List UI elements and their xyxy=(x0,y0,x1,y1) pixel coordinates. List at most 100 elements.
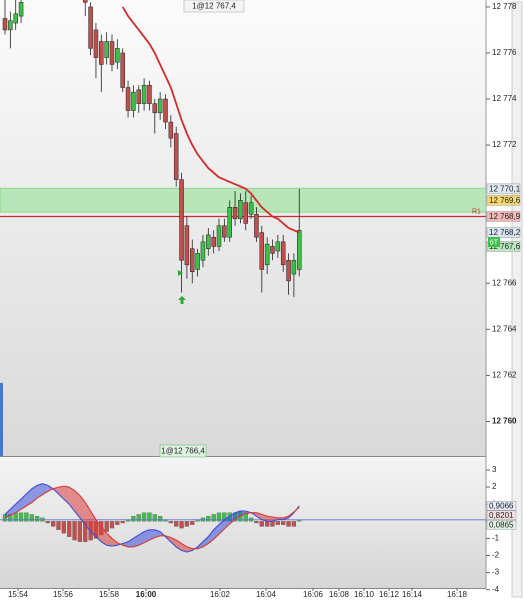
candle-body xyxy=(13,13,18,24)
candle-body xyxy=(163,98,168,123)
macd-fill xyxy=(74,490,80,518)
zone xyxy=(0,187,486,213)
y-tick-label: -2 xyxy=(492,551,500,560)
histogram-bar xyxy=(104,521,109,532)
histogram-bar xyxy=(51,521,56,527)
candle-body xyxy=(152,103,158,114)
x-tick-label: 16:12 xyxy=(379,590,400,599)
price-panel xyxy=(0,0,486,456)
histogram-bar xyxy=(254,521,259,524)
y-tick-label: 12 772 xyxy=(492,140,517,149)
candle-body xyxy=(115,48,120,63)
histogram-bar xyxy=(216,512,222,522)
side-strip xyxy=(511,1,523,598)
y-tick-label: 12 774 xyxy=(492,94,517,103)
order-label: 1@12 766,4 xyxy=(161,447,205,456)
candle-body xyxy=(141,84,147,104)
scroll-marker xyxy=(0,383,3,456)
candle-body xyxy=(125,87,131,111)
price-tag xyxy=(486,183,521,195)
candle-body xyxy=(83,0,88,3)
histogram-bar xyxy=(184,521,190,527)
candle-body xyxy=(93,29,99,58)
price-tag-label: 12 768,2 xyxy=(489,228,521,237)
histogram-bar xyxy=(291,521,297,527)
macd-fill xyxy=(267,516,273,522)
x-tick-label: 16:18 xyxy=(447,590,468,599)
candle-body xyxy=(264,243,270,266)
candle-body xyxy=(211,236,216,247)
timer-label: 6T xyxy=(490,239,499,246)
candle-body xyxy=(216,225,222,247)
candle-body xyxy=(147,84,152,104)
resistance-label: R1 xyxy=(472,208,481,215)
buy-arrow xyxy=(178,296,186,304)
y-tick-label: 12 766 xyxy=(492,278,517,287)
macd-fill xyxy=(112,538,118,547)
candle-body xyxy=(243,202,248,224)
candle-body xyxy=(190,248,195,273)
histogram-bar xyxy=(109,521,115,529)
y-tick-label: 12 778 xyxy=(492,2,517,11)
macd-fill xyxy=(138,531,145,546)
candle-body xyxy=(104,41,109,58)
macd-fill xyxy=(101,526,107,546)
candle-body xyxy=(238,200,243,220)
price-tag xyxy=(486,211,521,222)
macd-fill xyxy=(235,511,241,520)
histogram-bar xyxy=(147,512,152,522)
order-tag xyxy=(183,0,245,13)
signal-marker xyxy=(178,270,183,276)
candle-body xyxy=(248,202,254,215)
histogram-bar xyxy=(61,521,66,534)
candle-body xyxy=(131,91,136,111)
value-tag xyxy=(486,520,517,530)
candle-body xyxy=(136,89,141,104)
macd-fill xyxy=(219,519,225,535)
histogram-bar xyxy=(168,521,174,524)
macd-fill xyxy=(128,538,134,547)
x-tick-label: 16:10 xyxy=(354,590,375,599)
macd-fill xyxy=(21,493,27,510)
price-tag-label: 12 770,1 xyxy=(489,184,521,193)
moving-average xyxy=(121,6,300,234)
histogram-bar xyxy=(281,521,286,525)
histogram-bar xyxy=(56,521,61,530)
price-tag-label: 12 769,6 xyxy=(489,196,521,205)
candle-body xyxy=(173,133,179,180)
histogram-bar xyxy=(141,512,147,522)
histogram-bar xyxy=(270,521,275,527)
candle-body xyxy=(2,18,8,31)
candle-body xyxy=(109,41,115,65)
value-tag xyxy=(486,510,517,521)
histogram-bar xyxy=(174,521,179,527)
x-tick-label: 16:06 xyxy=(303,590,324,599)
histogram-bar xyxy=(157,516,163,522)
timer-tag xyxy=(488,237,500,247)
macd-fill xyxy=(154,529,161,538)
y-tick-label: 2 xyxy=(492,482,497,491)
macd-line xyxy=(4,485,300,550)
macd-fill xyxy=(202,536,209,547)
histogram-bar xyxy=(115,521,120,525)
histogram-bar xyxy=(34,516,40,522)
candle-body xyxy=(206,234,211,249)
macd-fill xyxy=(10,504,16,516)
histogram-bar xyxy=(275,521,281,525)
histogram-bar xyxy=(264,521,270,527)
x-tick-label: 16:08 xyxy=(329,590,350,599)
y-tick-label: 12 762 xyxy=(492,371,517,380)
histogram-bar xyxy=(179,521,184,529)
value-tag-label: 0,9066 xyxy=(489,501,514,510)
y-tick-label: 12 776 xyxy=(492,48,517,57)
y-tick-label: -1 xyxy=(492,534,500,543)
histogram-bar xyxy=(206,516,211,522)
candle-body xyxy=(88,6,93,49)
candle-body xyxy=(200,241,206,261)
candle-body xyxy=(270,246,275,254)
price-tag-label: 12 768,9 xyxy=(489,212,521,221)
y-tick-label: -4 xyxy=(492,585,500,594)
macd-fill xyxy=(240,511,246,517)
candle-body xyxy=(157,98,163,114)
y-tick-label: 3 xyxy=(492,465,497,474)
